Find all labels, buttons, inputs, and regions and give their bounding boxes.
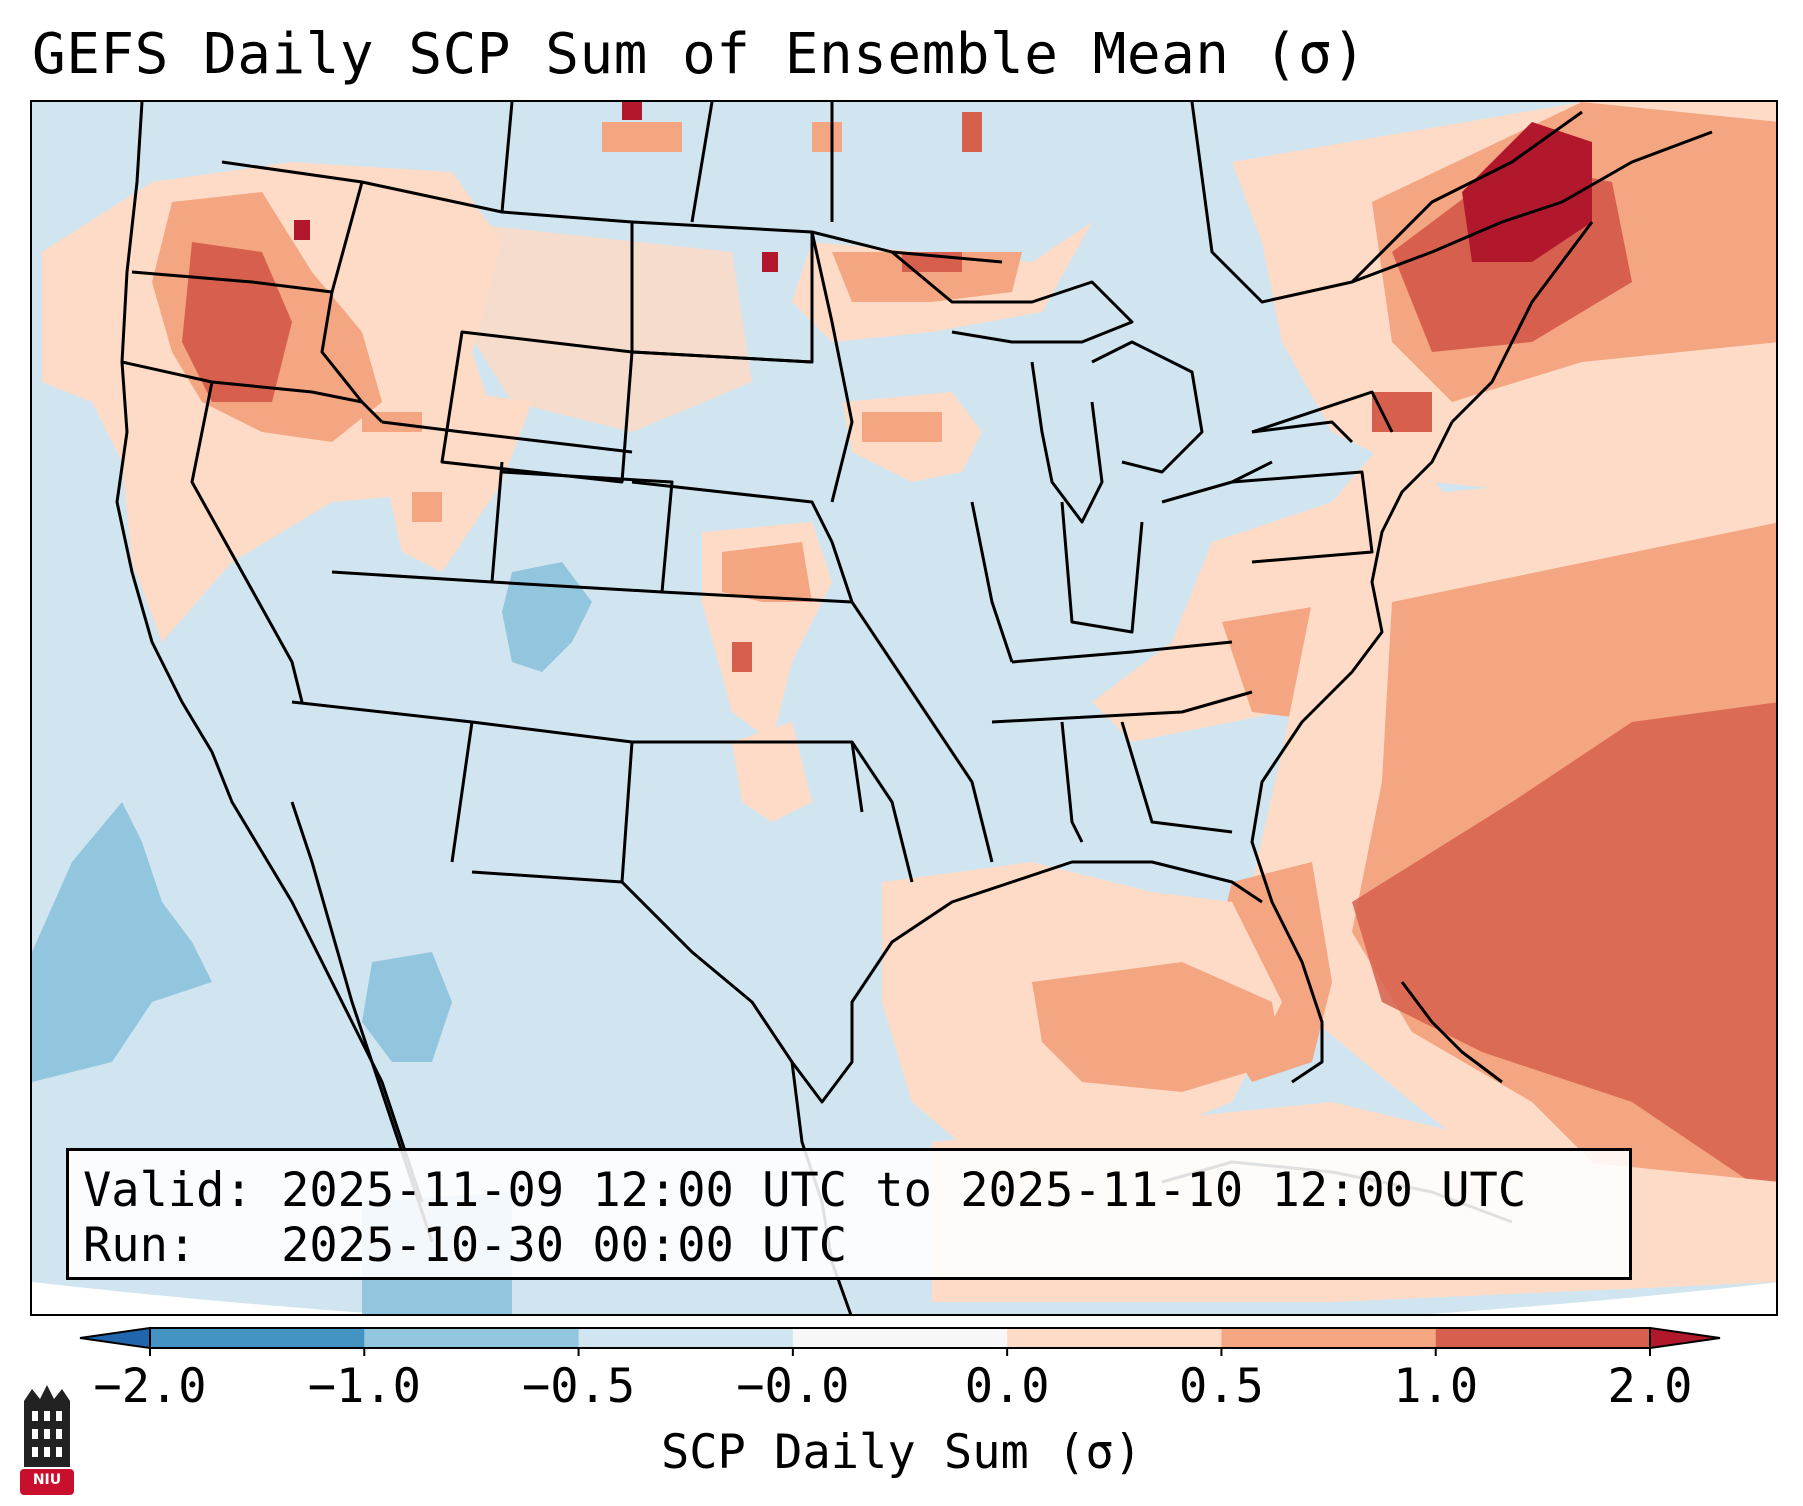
- niu-logo-windows: [32, 1411, 62, 1457]
- field-patch-ne-red: [1462, 122, 1592, 262]
- border-newmexico: [471, 720, 634, 884]
- field-patch-kansas-medium: [722, 542, 812, 602]
- field-cell-pnw-red: [294, 220, 310, 240]
- niu-logo-base: [20, 1469, 74, 1495]
- field-cell-top-2: [602, 122, 682, 152]
- run-time-text: Run: 2025-10-30 00:00 UTC: [83, 1218, 848, 1273]
- coastline-west: [115, 102, 424, 1203]
- border-illinois: [970, 501, 1014, 663]
- colorbar-tick-label: −2.0: [93, 1359, 207, 1414]
- niu-logo: [20, 1385, 74, 1495]
- border-mississippi: [830, 541, 994, 863]
- map-frame: [30, 100, 1778, 1316]
- colorbar: [79, 1326, 1721, 1356]
- coastline-michigan: [1091, 340, 1204, 474]
- colorbar-segment: [1007, 1328, 1222, 1348]
- coastline-texas: [620, 880, 1013, 1104]
- border-nd-sd: [631, 350, 813, 364]
- border-nebraska: [631, 480, 834, 543]
- colorbar-label: SCP Daily Sum (σ): [660, 1425, 1143, 1480]
- border-canada-provinces-1: [500, 102, 514, 213]
- field-cell-minn-1: [762, 252, 778, 272]
- coastline-new-england: [1450, 221, 1594, 424]
- border-wyoming: [440, 330, 634, 484]
- border-kentucky-tennessee: [1011, 640, 1233, 664]
- border-georgia: [1120, 721, 1233, 834]
- colorbar-extend-high: [1649, 1326, 1721, 1350]
- map-title: GEFS Daily SCP Sum of Ensemble Mean (σ): [32, 22, 1367, 87]
- field-patch-pacific-negative: [32, 802, 212, 1082]
- outside-domain-area: [32, 1282, 1776, 1314]
- field-cell-okla: [732, 642, 752, 672]
- valid-run-info-box: Valid: 2025-11-09 12:00 UTC to 2025-11-1…: [66, 1148, 1632, 1280]
- valid-time-text: Valid: 2025-11-09 12:00 UTC to 2025-11-1…: [83, 1163, 1527, 1218]
- border-texas-north: [850, 741, 914, 883]
- niu-logo-top: [24, 1385, 70, 1401]
- colorbar-segment: [1221, 1328, 1437, 1348]
- colorbar-extend-low: [79, 1326, 151, 1350]
- field-patch-pnw-dark: [182, 242, 292, 402]
- border-kansas: [661, 590, 853, 604]
- colorbar-segment: [578, 1328, 794, 1348]
- border-indiana-ohio: [1060, 501, 1144, 634]
- field-patch-baja-negative: [362, 952, 452, 1062]
- border-idaho: [320, 181, 384, 424]
- coastline-gulf: [1011, 860, 1263, 904]
- field-patch-minnesota-medium: [832, 252, 1022, 302]
- border-new-york: [1251, 390, 1394, 434]
- coastline-bahamas: [1400, 981, 1503, 1084]
- colorbar-tick-label: −1.0: [307, 1359, 421, 1414]
- coastline-lake-ontario: [1251, 420, 1354, 444]
- border-tennessee-south: [991, 690, 1253, 724]
- border-or-ca: [121, 360, 363, 404]
- border-nevada: [190, 381, 304, 703]
- colorbar-segment: [1435, 1328, 1651, 1348]
- colorbar-segment: [792, 1328, 1008, 1348]
- field-patch-texas: [732, 722, 812, 822]
- colorbar-tick-label: −0.0: [736, 1359, 850, 1414]
- border-wa-or: [131, 270, 333, 294]
- border-alabama: [1060, 721, 1084, 843]
- field-cell-nrockies-2: [412, 492, 442, 522]
- field-cell-top-1: [622, 102, 642, 120]
- field-cell-iowa-medium: [862, 412, 942, 442]
- colorbar-tick-label: 0.0: [964, 1359, 1050, 1414]
- border-montana-south: [381, 420, 633, 454]
- border-canada-provinces-2: [690, 102, 714, 223]
- field-patch-colorado: [502, 562, 592, 672]
- coastline-east: [1250, 421, 1454, 1084]
- field-cell-top-3: [812, 122, 842, 152]
- colorbar-outline: [149, 1327, 1651, 1349]
- colorbar-tick-label: −0.5: [521, 1359, 636, 1414]
- colorbar-tick-label: 2.0: [1607, 1359, 1693, 1414]
- border-colorado: [491, 470, 674, 594]
- field-patch-atlantic-dark: [1352, 702, 1776, 1200]
- field-patch-gulf-medium: [1032, 962, 1282, 1092]
- border-pennsylvania: [1231, 470, 1374, 564]
- scp-field-layer: [32, 102, 1776, 1314]
- field-patch-montana: [452, 222, 752, 432]
- field-cell-top-4: [962, 112, 982, 152]
- border-minnesota-east: [810, 231, 854, 503]
- colorbar-tick-label: 1.0: [1393, 1359, 1479, 1414]
- colorbar-tick-label: 0.5: [1178, 1359, 1264, 1414]
- map-canvas: [32, 102, 1776, 1314]
- niu-logo-text: NIU: [32, 1472, 62, 1488]
- colorbar-segment: [150, 1328, 365, 1348]
- coastline-st-lawrence: [1351, 130, 1713, 284]
- coastline-lake-michigan: [1030, 361, 1104, 524]
- coastline-lake-superior: [891, 250, 1134, 344]
- colorbar-segment: [364, 1328, 580, 1348]
